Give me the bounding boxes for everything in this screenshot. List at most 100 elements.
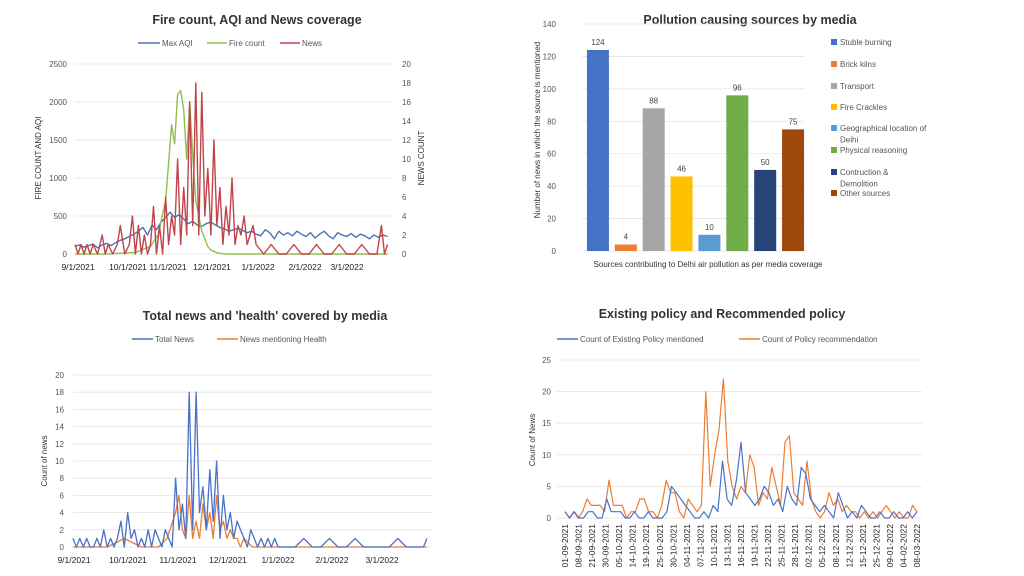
chart2-y-tick: 120 <box>543 52 557 61</box>
chart4-y-tick: 10 <box>542 451 551 460</box>
chart1-y2-tick: 2 <box>402 231 407 240</box>
chart4-title: Existing policy and Recommended policy <box>599 307 846 321</box>
chart2-x-label: Sources contributing to Delhi air pollut… <box>593 260 823 269</box>
chart3-y-tick: 8 <box>60 474 65 483</box>
legend-swatch <box>831 147 837 153</box>
chart1-legend: Max AQI Fire count News <box>138 39 322 48</box>
legend-entry-text: Fire Crackles <box>840 103 887 112</box>
chart4-x-tick: 14-10-2021 <box>628 524 638 568</box>
chart1-y2-tick: 16 <box>402 98 411 107</box>
chart1-y2-tick: 6 <box>402 193 407 202</box>
chart3-y-tick: 16 <box>55 405 64 414</box>
chart1-y-tick: 1500 <box>49 136 67 145</box>
legend-entry-text: Other sources <box>840 189 890 198</box>
legend-swatch <box>831 125 837 131</box>
chart1-y2-tick: 8 <box>402 174 407 183</box>
legend-total-news: Total News <box>155 335 194 344</box>
chart1-y2-label: NEWS COUNT <box>417 131 426 186</box>
chart1-x-tick: 1/1/2022 <box>241 262 274 272</box>
chart2-y-tick: 80 <box>547 117 556 126</box>
legend-existing-policy: Count of Existing Policy mentioned <box>580 335 704 344</box>
chart4-x-tick: 25-10-2021 <box>655 524 665 568</box>
chart3-x-tick: 1/1/2022 <box>261 555 294 565</box>
chart4-x-tick: 28-11-2021 <box>790 524 800 567</box>
chart3-y-tick: 4 <box>60 509 65 518</box>
chart3-y-tick: 14 <box>55 423 64 432</box>
series-existing-policy <box>564 441 918 519</box>
bar-data-label: 75 <box>789 117 798 126</box>
chart4-x-tick: 05-12-2021 <box>817 524 827 568</box>
chart1-title: Fire count, AQI and News coverage <box>152 13 361 27</box>
chart4-y-tick: 5 <box>547 482 552 491</box>
series-total-news <box>72 391 428 548</box>
chart4-x-tick: 08-12-2021 <box>831 524 841 568</box>
series-max-aqi <box>74 211 388 249</box>
chart4-x-tick: 25-12-2021 <box>871 524 881 568</box>
chart2-y-tick: 100 <box>543 85 557 94</box>
chart1-y2-tick: 4 <box>402 212 407 221</box>
chart2-y-tick: 20 <box>547 215 556 224</box>
chart3-y-tick: 20 <box>55 371 64 380</box>
chart4-x-tick: 05-10-2021 <box>614 524 624 568</box>
chart4-y-label: Count of News <box>528 414 537 466</box>
bar-data-label: 46 <box>677 164 686 173</box>
chart3-y-tick: 2 <box>60 526 65 535</box>
chart1-x-tick: 9/1/2021 <box>61 262 94 272</box>
chart3-y-tick: 12 <box>55 440 64 449</box>
series-policy-recommendation <box>564 378 918 519</box>
chart4-y-tick: 20 <box>542 388 551 397</box>
chart4-x-tick: 25-11-2021 <box>777 524 787 567</box>
chart4-x-tick: 30-10-2021 <box>668 524 678 568</box>
legend-entry-text: Brick kilns <box>840 60 876 69</box>
chart4-x-tick: 12-12-2021 <box>844 524 854 568</box>
chart1-x-tick: 3/1/2022 <box>330 262 363 272</box>
chart4-y-tick: 0 <box>547 514 552 523</box>
bar-data-label: 4 <box>624 233 629 242</box>
chart2-y-tick: 0 <box>552 247 557 256</box>
legend-news: News <box>302 39 322 48</box>
chart4-x-tick: 04-11-2021 <box>682 524 692 567</box>
legend-swatch <box>831 39 837 45</box>
chart1-y2-tick: 0 <box>402 250 407 259</box>
chart1-y2-tick: 18 <box>402 79 411 88</box>
legend-swatch <box>831 190 837 196</box>
chart4-x-tick: 04-02-2022 <box>899 524 909 568</box>
chart4-x-tick: 08-09-2021 <box>574 524 584 568</box>
chart4-x-tick: 08-03-2022 <box>912 524 922 568</box>
legend-entry-text: Geographical location of <box>840 124 927 133</box>
chart1-y2-tick: 20 <box>402 60 411 69</box>
bar-data-label: 10 <box>705 223 714 232</box>
bar-fire-crackles <box>670 176 693 251</box>
chart1-y-tick: 500 <box>54 212 68 221</box>
legend-entry-text: Contruction & <box>840 168 889 177</box>
chart4-x-tick: 13-11-2021 <box>723 524 733 567</box>
chart3-y-tick: 10 <box>55 457 64 466</box>
bar-physical-reasoning <box>726 95 749 251</box>
chart1-x-tick: 11/1/2021 <box>149 262 186 272</box>
chart3-legend: Total News News mentioning Health <box>132 335 327 344</box>
bar-geographical-location-of-delhi <box>698 234 721 251</box>
bar-brick-kilns <box>614 244 637 251</box>
chart4-x-tick: 15-12-2021 <box>858 524 868 568</box>
bar-data-label: 96 <box>733 83 742 92</box>
chart1-y-tick: 0 <box>63 250 68 259</box>
chart4-x-tick: 10-11-2021 <box>709 524 719 567</box>
chart4-x-tick: 19-10-2021 <box>641 524 651 568</box>
chart2-y-tick: 140 <box>543 20 557 29</box>
chart3-y-tick: 6 <box>60 491 65 500</box>
legend-entry-text: Demolition <box>840 180 878 189</box>
chart3-y-tick: 0 <box>60 543 65 552</box>
chart4-x-tick: 19-11-2021 <box>750 524 760 567</box>
chart1-y2-tick: 14 <box>402 117 411 126</box>
chart3-y-tick: 18 <box>55 388 64 397</box>
legend-fire-count: Fire count <box>229 39 265 48</box>
chart4-x-tick: 01-09-2021 <box>560 524 570 568</box>
legend-health: News mentioning Health <box>240 335 327 344</box>
chart1-y2-tick: 10 <box>402 155 411 164</box>
chart1-x-tick: 12/1/2021 <box>193 262 231 272</box>
chart1-y-tick: 2000 <box>49 98 67 107</box>
chart4-y-tick: 15 <box>542 419 551 428</box>
series-news-mentioning-health <box>73 494 427 548</box>
chart1-y2-tick: 12 <box>402 136 411 145</box>
chart4-legend: Count of Existing Policy mentioned Count… <box>557 335 878 344</box>
